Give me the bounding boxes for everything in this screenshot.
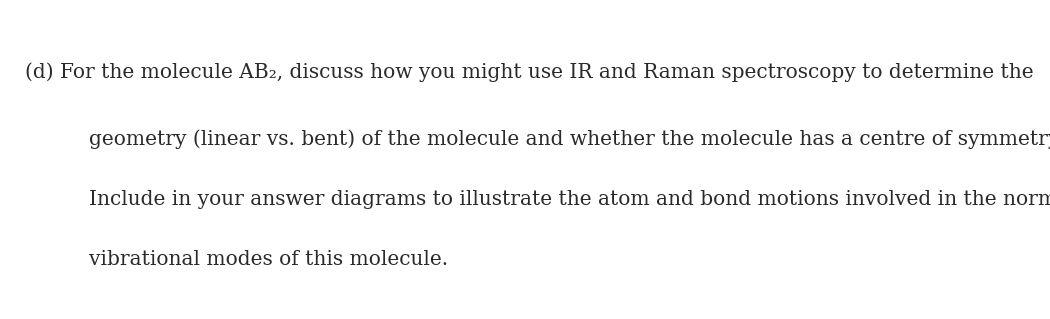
Text: (d) For the molecule AB₂, discuss how you might use IR and Raman spectroscopy to: (d) For the molecule AB₂, discuss how yo… bbox=[25, 62, 1034, 82]
Text: vibrational modes of this molecule.: vibrational modes of this molecule. bbox=[89, 250, 448, 270]
Text: Include in your answer diagrams to illustrate the atom and bond motions involved: Include in your answer diagrams to illus… bbox=[89, 190, 1050, 209]
Text: geometry (linear vs. bent) of the molecule and whether the molecule has a centre: geometry (linear vs. bent) of the molecu… bbox=[89, 129, 1050, 149]
